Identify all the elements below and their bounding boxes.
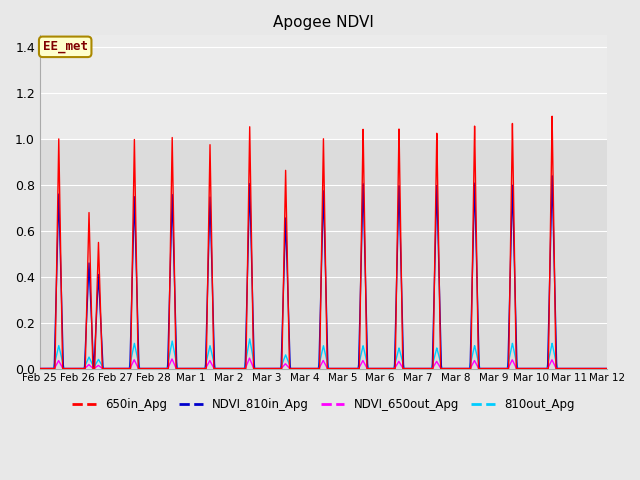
Bar	[40, 36, 607, 139]
Text: EE_met: EE_met	[43, 40, 88, 53]
Legend: 650in_Apg, NDVI_810in_Apg, NDVI_650out_Apg, 810out_Apg: 650in_Apg, NDVI_810in_Apg, NDVI_650out_A…	[67, 394, 579, 416]
Title: Apogee NDVI: Apogee NDVI	[273, 15, 374, 30]
